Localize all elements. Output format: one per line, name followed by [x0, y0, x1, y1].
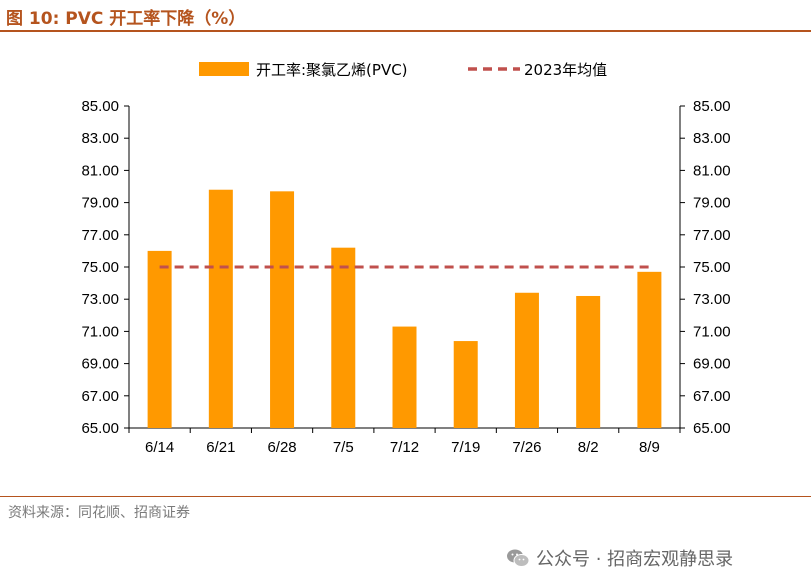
watermark-text: 公众号 · 招商宏观静思录 [536, 549, 734, 570]
x-tick-label: 8/9 [639, 439, 660, 456]
x-tick-label: 8/2 [578, 439, 599, 456]
y-tick-label-right: 65.00 [693, 420, 731, 437]
y-tick-label-right: 69.00 [693, 356, 731, 373]
watermark: 公众号 · 招商宏观静思录 [506, 545, 733, 571]
y-tick-label-left: 81.00 [81, 162, 119, 179]
legend-line-label: 2023年均值 [524, 61, 607, 79]
y-tick-label-left: 69.00 [81, 356, 119, 373]
legend-bar-label: 开工率:聚氯乙烯(PVC) [256, 61, 408, 79]
bar-series [147, 189, 662, 428]
bar-6/28 [270, 191, 295, 428]
tick-labels: 65.00 65.00 67.00 67.00 69.00 69.00 71.00 71.00… [81, 98, 730, 456]
source-note: 资料来源：同花顺、招商证券 [8, 505, 190, 521]
y-tick-label-right: 73.00 [693, 291, 731, 308]
wechat-icon [507, 549, 530, 567]
x-tick-label: 6/21 [206, 439, 235, 456]
y-tick-label-right: 85.00 [693, 98, 731, 115]
x-tick-label: 6/14 [145, 439, 174, 456]
bar-7/26 [514, 292, 539, 428]
y-tick-label-left: 65.00 [81, 420, 119, 437]
y-tick-label-right: 77.00 [693, 227, 731, 244]
bar-7/12 [392, 326, 417, 428]
x-tick-label: 6/28 [267, 439, 296, 456]
x-tick-label: 7/5 [333, 439, 354, 456]
y-tick-label-right: 83.00 [693, 130, 731, 147]
y-tick-label-right: 79.00 [693, 195, 731, 212]
footer-divider [0, 496, 811, 497]
bar-7/5 [331, 247, 356, 428]
bar-8/2 [576, 295, 601, 428]
y-tick-label-left: 73.00 [81, 291, 119, 308]
y-tick-label-right: 81.00 [693, 162, 731, 179]
legend-bar-swatch [199, 62, 249, 76]
x-tick-label: 7/12 [390, 439, 419, 456]
x-tick-label: 7/26 [512, 439, 541, 456]
y-tick-label-left: 85.00 [81, 98, 119, 115]
bar-6/14 [147, 250, 172, 428]
y-tick-label-left: 83.00 [81, 130, 119, 147]
y-tick-label-left: 75.00 [81, 259, 119, 276]
y-tick-label-right: 67.00 [693, 388, 731, 405]
bar-6/21 [208, 189, 233, 428]
y-tick-label-left: 71.00 [81, 323, 119, 340]
x-tick-label: 7/19 [451, 439, 480, 456]
y-tick-label-left: 77.00 [81, 227, 119, 244]
y-tick-label-left: 79.00 [81, 195, 119, 212]
figure-title: 图 10: PVC 开工率下降（%） [6, 9, 246, 29]
y-tick-label-right: 75.00 [693, 259, 731, 276]
y-tick-label-right: 71.00 [693, 323, 731, 340]
bar-8/9 [637, 271, 662, 428]
chart-legend: 开工率:聚氯乙烯(PVC) 2023年均值 [199, 61, 607, 79]
title-divider [0, 30, 811, 32]
bar-7/19 [453, 341, 478, 428]
bar-chart: 开工率:聚氯乙烯(PVC) 2023年均值 65.00 65.00 67.00 67.… [81, 61, 730, 456]
y-tick-label-left: 67.00 [81, 388, 119, 405]
